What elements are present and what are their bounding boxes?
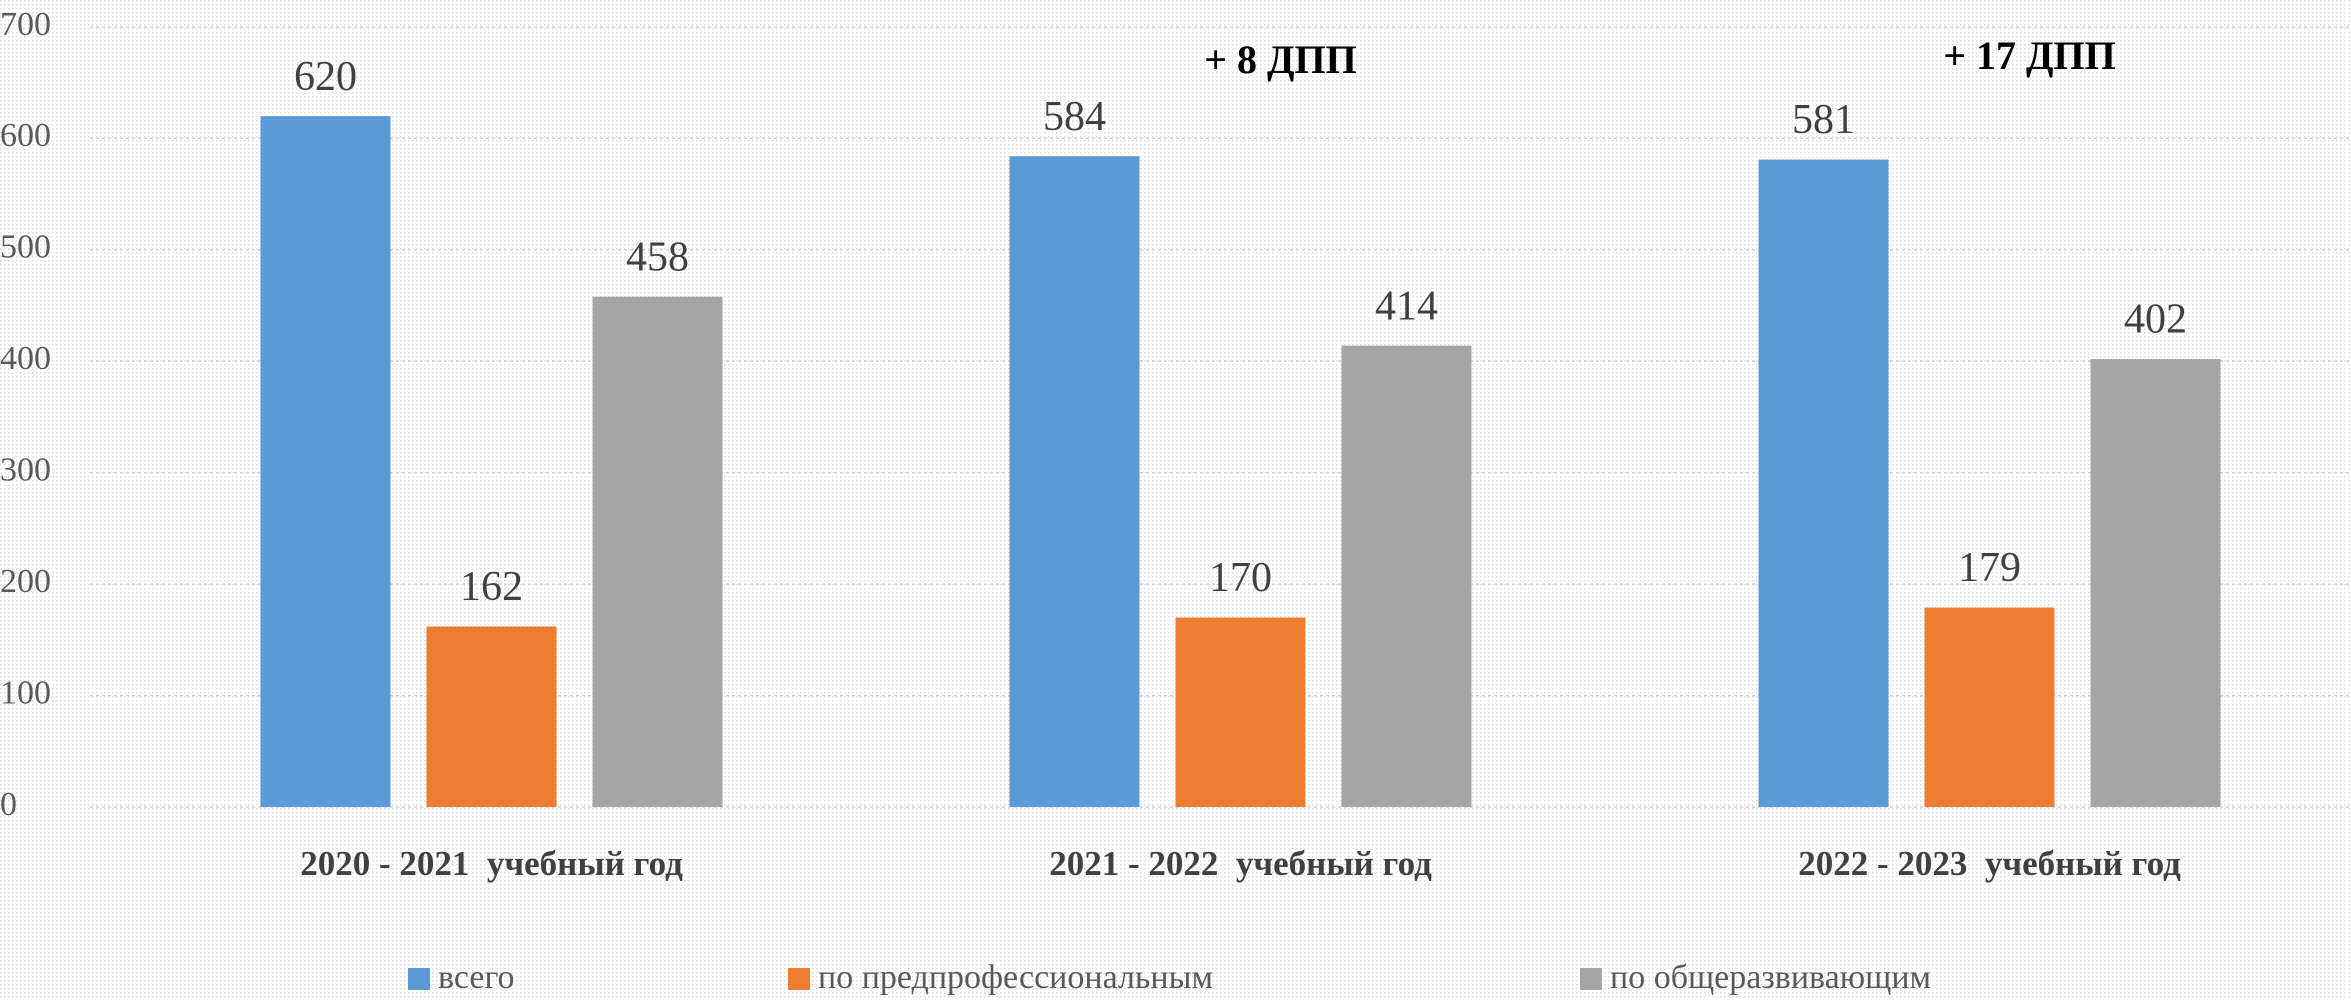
bar [1341,345,1472,807]
bar [426,626,557,807]
bar [260,116,391,807]
y-tick-label: 500 [0,229,51,266]
data-label: 458 [626,234,689,280]
data-label: 170 [1209,555,1272,601]
bar [592,296,723,807]
legend-swatch [788,968,810,990]
bar [1175,617,1306,807]
y-tick-label: 600 [0,117,51,154]
annotation: + 8 ДПП [1204,37,1357,82]
legend-label: по общеразвивающим [1610,959,1931,996]
legend-label: по предпрофессиональным [818,959,1213,996]
legend-label: всего [438,959,515,996]
legend-swatch [1580,968,1602,990]
annotation: + 17 ДПП [1943,33,2116,78]
bar [1758,159,1889,808]
data-label: 620 [294,54,357,100]
data-label: 581 [1792,97,1855,143]
data-label: 584 [1043,94,1106,140]
bar [2090,359,2221,807]
y-tick-label: 0 [0,786,17,823]
data-label: 162 [460,564,523,610]
legend-swatch [408,968,430,990]
y-tick-label: 700 [0,6,51,43]
data-label: 414 [1375,283,1438,329]
bar [1924,607,2055,807]
y-tick-label: 100 [0,674,51,711]
data-label: 179 [1958,545,2021,591]
y-tick-label: 300 [0,452,51,489]
x-tick-label: 2022 - 2023 учебный год [1798,844,2181,883]
bar [1009,156,1140,807]
data-label: 402 [2124,297,2187,343]
y-tick-label: 400 [0,340,51,377]
x-tick-label: 2021 - 2022 учебный год [1049,844,1432,883]
x-tick-label: 2020 - 2021 учебный год [300,844,683,883]
y-tick-label: 200 [0,563,51,600]
